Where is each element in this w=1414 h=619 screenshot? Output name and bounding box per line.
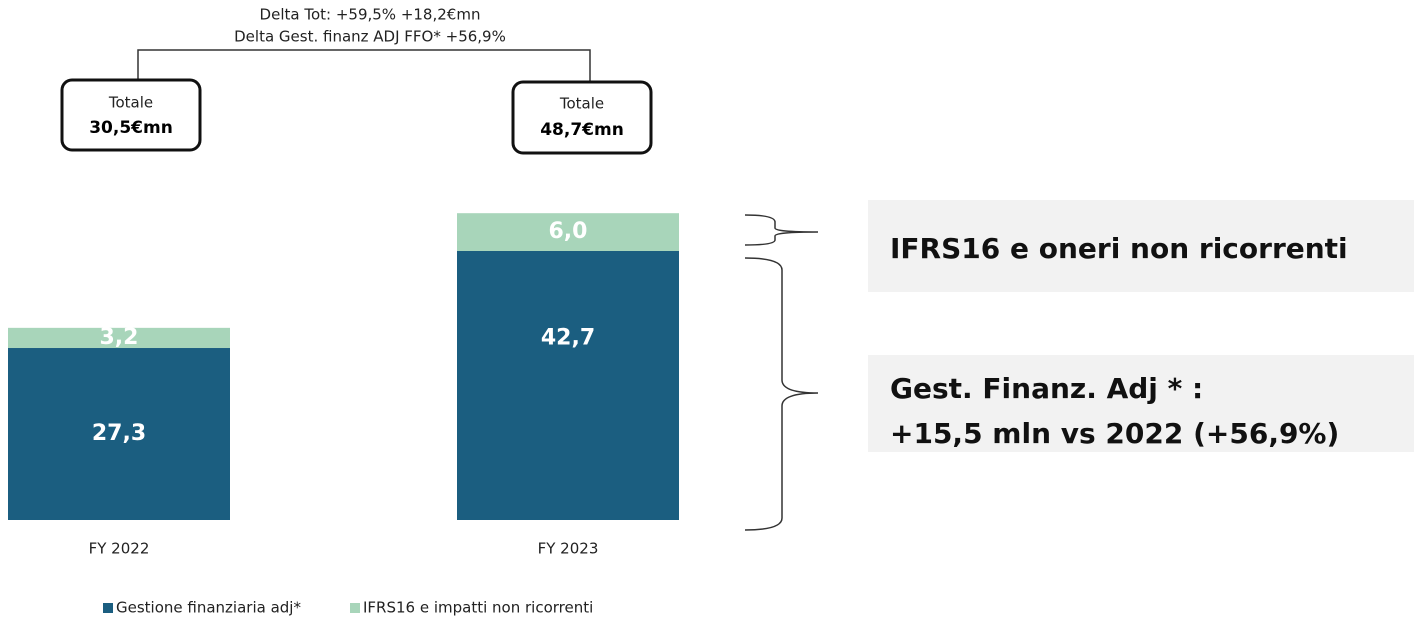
value-label: 3,2: [100, 325, 139, 350]
value-label: 27,3: [92, 421, 146, 446]
bar-segment: [457, 250, 679, 521]
total-value: 48,7€mn: [540, 120, 624, 140]
side-box: [868, 355, 1414, 452]
total-box: [511, 80, 653, 155]
total-box: [60, 78, 202, 152]
total-label: Totale: [559, 95, 604, 113]
brace: [744, 257, 819, 531]
total-label: Totale: [108, 94, 153, 112]
bar-segment: [8, 348, 230, 520]
side-text: IFRS16 e oneri non ricorrenti: [890, 232, 1348, 265]
connector: [137, 49, 591, 82]
value-label: 42,7: [541, 325, 595, 350]
side-box: [868, 200, 1414, 292]
delta-gest: Delta Gest. finanz ADJ FFO* +56,9%: [234, 28, 506, 46]
legend-swatch: [103, 603, 113, 613]
side-text: +15,5 mln vs 2022 (+56,9%): [890, 417, 1339, 450]
value-label: 6,0: [549, 219, 588, 244]
legend-label: IFRS16 e impatti non ricorrenti: [363, 599, 593, 617]
x-tick-label: FY 2023: [538, 540, 599, 558]
brace: [744, 214, 819, 246]
bar-segment: [8, 327, 230, 349]
delta-tot: Delta Tot: +59,5% +18,2€mn: [260, 6, 481, 24]
total-value: 30,5€mn: [89, 118, 173, 138]
bar-segment: [457, 213, 679, 251]
legend-label: Gestione finanziaria adj*: [116, 599, 301, 617]
legend-swatch: [350, 603, 360, 613]
side-text: Gest. Finanz. Adj * :: [890, 372, 1203, 405]
x-tick-label: FY 2022: [89, 540, 150, 558]
